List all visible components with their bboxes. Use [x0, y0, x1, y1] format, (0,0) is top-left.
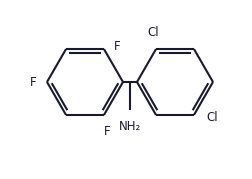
Text: Cl: Cl	[205, 111, 217, 124]
Text: F: F	[103, 125, 110, 138]
Text: NH₂: NH₂	[118, 120, 141, 133]
Text: F: F	[114, 40, 120, 53]
Text: Cl: Cl	[147, 26, 158, 39]
Text: F: F	[30, 76, 37, 88]
